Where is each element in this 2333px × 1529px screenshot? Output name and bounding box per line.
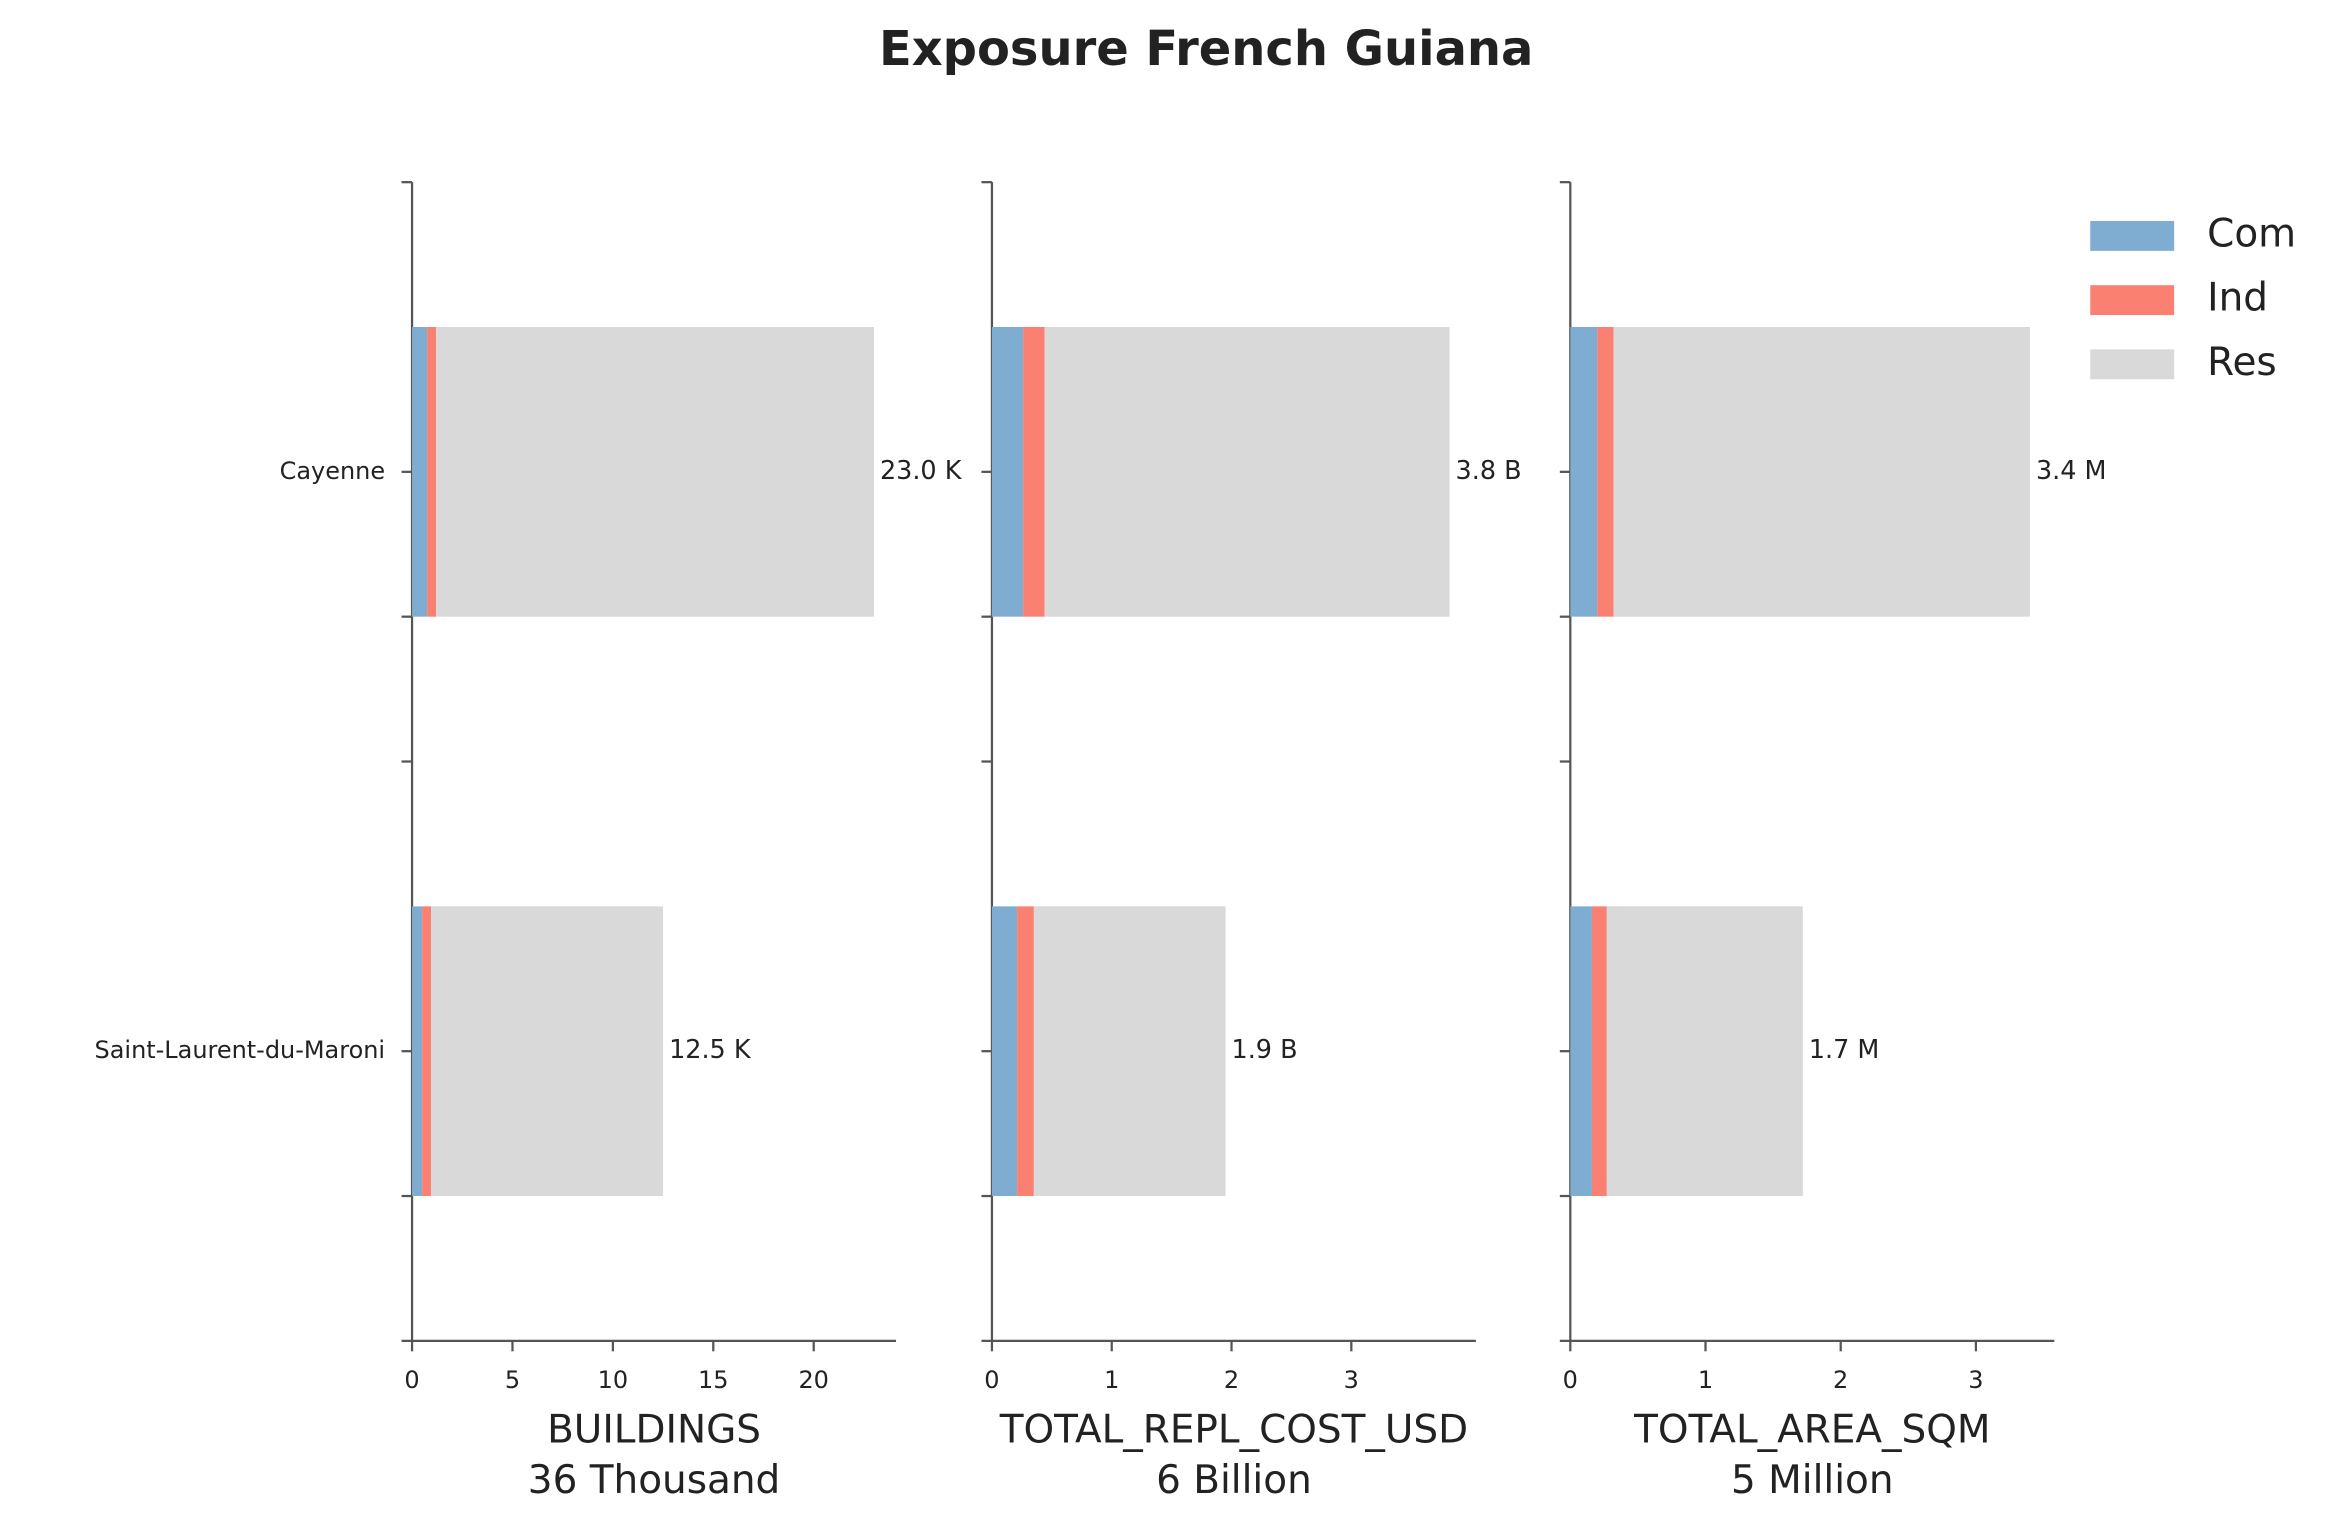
x-tick-label: 2 (1224, 1366, 1239, 1394)
x-tick-label: 3 (1344, 1366, 1359, 1394)
legend-swatch (2090, 349, 2175, 380)
bar-segment (1044, 327, 1450, 617)
bar-segment (991, 327, 1024, 617)
y-tick-label: Saint-Laurent-du-Maroni (95, 1036, 386, 1064)
legend-swatch (2090, 285, 2175, 316)
total-label: 3.4 M (2036, 455, 2107, 485)
total-label: 3.8 B (1456, 455, 1522, 485)
bar-segment (431, 906, 664, 1197)
bar-segment (1591, 906, 1607, 1197)
bar-segment (427, 327, 437, 617)
x-axis-label: TOTAL_AREA_SQM (1633, 1407, 1990, 1452)
x-tick-label: 3 (1968, 1366, 1983, 1394)
x-tick-label: 2 (1833, 1366, 1848, 1394)
x-tick-label: 1 (1104, 1366, 1119, 1394)
total-label: 1.9 B (1232, 1034, 1298, 1064)
bar-segment (1570, 906, 1592, 1197)
x-axis-sublabel: 5 Million (1731, 1458, 1894, 1503)
x-tick-label: 0 (404, 1366, 419, 1394)
bar-segment (422, 906, 432, 1197)
x-axis-sublabel: 6 Billion (1156, 1458, 1312, 1503)
bar-segment (991, 906, 1018, 1197)
legend-label: Res (2207, 340, 2277, 385)
x-tick-label: 1 (1698, 1366, 1713, 1394)
legend-label: Ind (2207, 276, 2268, 321)
x-tick-label: 0 (984, 1366, 999, 1394)
bar-segment (1033, 906, 1226, 1197)
bar-segment (1597, 327, 1614, 617)
bar-segment (1606, 906, 1803, 1197)
x-tick-label: 10 (598, 1366, 629, 1394)
legend-swatch (2090, 220, 2175, 251)
bar-segment (436, 327, 874, 617)
x-axis-label: BUILDINGS (547, 1407, 761, 1452)
x-axis-label: TOTAL_REPL_COST_USD (999, 1407, 1468, 1452)
x-tick-label: 0 (1563, 1366, 1578, 1394)
x-tick-label: 15 (698, 1366, 729, 1394)
legend-label: Com (2207, 211, 2296, 256)
bar-segment (412, 327, 428, 617)
bar-segment (1570, 327, 1598, 617)
total-label: 1.7 M (1809, 1034, 1880, 1064)
bar-segment (1023, 327, 1045, 617)
x-axis-sublabel: 36 Thousand (528, 1458, 780, 1503)
chart-title: Exposure French Guiana (879, 22, 1533, 77)
bar-segment (1613, 327, 2030, 617)
x-tick-label: 5 (505, 1366, 520, 1394)
x-tick-label: 20 (798, 1366, 829, 1394)
y-tick-label: Cayenne (280, 457, 385, 485)
total-label: 12.5 K (669, 1034, 752, 1064)
bar-segment (412, 906, 423, 1197)
bar-segment (1017, 906, 1034, 1197)
total-label: 23.0 K (880, 455, 963, 485)
